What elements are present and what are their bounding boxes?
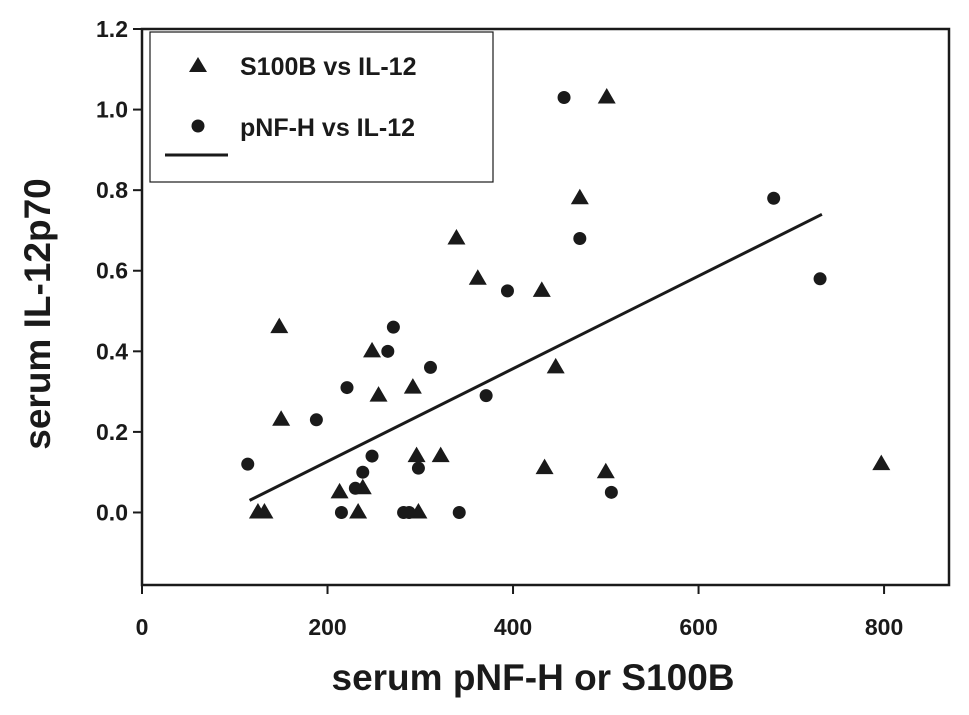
triangle-point xyxy=(369,386,388,402)
plot-frame xyxy=(140,27,951,587)
triangle-point xyxy=(363,341,382,358)
circle-point xyxy=(381,344,395,358)
x-axis: 0 200 400 600 800 xyxy=(136,585,903,640)
circle-point xyxy=(557,90,571,104)
regression-line xyxy=(248,212,823,502)
circle-point xyxy=(340,381,354,395)
triangle-point xyxy=(570,188,589,205)
legend-triangle-marker xyxy=(189,57,207,72)
triangle-point xyxy=(407,446,426,463)
x-tick-label: 0 xyxy=(136,614,149,640)
circle-point xyxy=(423,360,437,374)
circle-point xyxy=(813,272,827,286)
legend-label-pnfh: pNF-H vs IL-12 xyxy=(240,114,415,142)
legend-label-s100b: S100B vs IL-12 xyxy=(240,53,417,81)
circle-point xyxy=(356,465,370,479)
x-axis-title: serum pNF-H or S100B xyxy=(332,657,735,698)
triangle-point xyxy=(403,378,422,394)
circle-point xyxy=(241,457,255,471)
legend-box xyxy=(149,31,494,183)
y-tick-label: 0.4 xyxy=(96,338,128,364)
y-tick-label: 0.0 xyxy=(96,499,128,525)
triangle-point xyxy=(468,269,487,285)
circle-point xyxy=(500,284,514,298)
legend: S100B vs IL-12 pNF-H vs IL-12 xyxy=(149,31,494,183)
y-tick-label: 0.8 xyxy=(96,177,128,203)
regression-layer xyxy=(248,212,823,502)
y-tick-label: 1.0 xyxy=(96,97,128,123)
triangle-point xyxy=(532,281,551,297)
triangle-point xyxy=(270,317,289,334)
triangle-point xyxy=(330,482,349,499)
y-tick-label: 0.2 xyxy=(96,419,128,445)
triangle-point xyxy=(535,458,554,475)
circle-point xyxy=(479,389,493,403)
x-tick-label: 200 xyxy=(308,614,346,640)
y-axis: 0.0 0.2 0.4 0.6 0.8 1.0 1.2 xyxy=(96,16,142,525)
legend-circle-marker xyxy=(191,119,205,133)
triangle-point xyxy=(546,357,565,374)
y-tick-label: 0.6 xyxy=(96,258,128,284)
circle-point xyxy=(365,449,379,463)
circle-point xyxy=(402,505,416,519)
circle-point xyxy=(573,232,587,246)
circle-point xyxy=(309,413,323,427)
markers-layer xyxy=(241,87,891,519)
circle-point xyxy=(411,461,425,475)
circle-point xyxy=(348,481,362,495)
x-tick-label: 400 xyxy=(494,614,532,640)
triangle-point xyxy=(431,446,450,463)
triangle-point xyxy=(596,462,615,479)
triangle-point xyxy=(447,229,466,245)
circle-point xyxy=(386,320,400,334)
triangle-point xyxy=(872,454,891,471)
triangle-point xyxy=(349,502,368,519)
circle-point xyxy=(604,485,618,499)
x-tick-label: 600 xyxy=(679,614,717,640)
circle-point xyxy=(452,505,466,519)
circle-point xyxy=(334,505,348,519)
circle-point xyxy=(767,191,781,205)
triangle-point xyxy=(255,502,274,519)
triangle-point xyxy=(272,410,291,426)
y-tick-label: 1.2 xyxy=(96,16,128,42)
x-tick-label: 800 xyxy=(865,614,903,640)
y-axis-title: serum IL-12p70 xyxy=(17,178,58,449)
triangle-point xyxy=(597,87,616,104)
